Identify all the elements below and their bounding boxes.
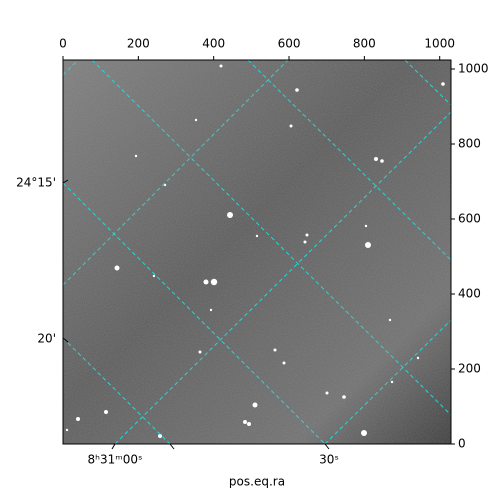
x-tick-label: 400 bbox=[202, 37, 225, 51]
frame bbox=[62, 59, 452, 445]
x-tick-label: 200 bbox=[127, 37, 150, 51]
x-axis-label: pos.eq.ra bbox=[229, 475, 285, 489]
y-tick-label: 400 bbox=[458, 287, 481, 301]
stars bbox=[65, 64, 445, 438]
y-tick-label: 600 bbox=[458, 212, 481, 226]
coordinate-grid bbox=[63, 60, 451, 444]
x-tick-label: 600 bbox=[278, 37, 301, 51]
ra-tick-label: 8ʰ31ᵐ00ˢ bbox=[88, 453, 143, 467]
world-ticks bbox=[62, 179, 330, 450]
y-tick-label: 200 bbox=[458, 362, 481, 376]
dec-tick-label: 20' bbox=[37, 332, 56, 346]
x-tick-label: 800 bbox=[353, 37, 376, 51]
x-tick-label: 0 bbox=[59, 37, 67, 51]
y-tick-label: 1000 bbox=[458, 62, 489, 76]
y-tick-label: 800 bbox=[458, 137, 481, 151]
y-tick-label: 0 bbox=[458, 437, 466, 451]
x-tick-label: 1000 bbox=[424, 37, 455, 51]
image bbox=[63, 60, 451, 444]
dec-tick-label: 24°15' bbox=[16, 176, 56, 190]
ra-tick-label: 30ˢ bbox=[319, 453, 339, 467]
